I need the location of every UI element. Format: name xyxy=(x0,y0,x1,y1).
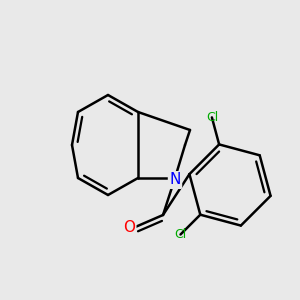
Text: Cl: Cl xyxy=(174,228,187,241)
Text: Cl: Cl xyxy=(206,111,218,124)
Text: N: N xyxy=(169,172,181,188)
Text: O: O xyxy=(123,220,135,236)
